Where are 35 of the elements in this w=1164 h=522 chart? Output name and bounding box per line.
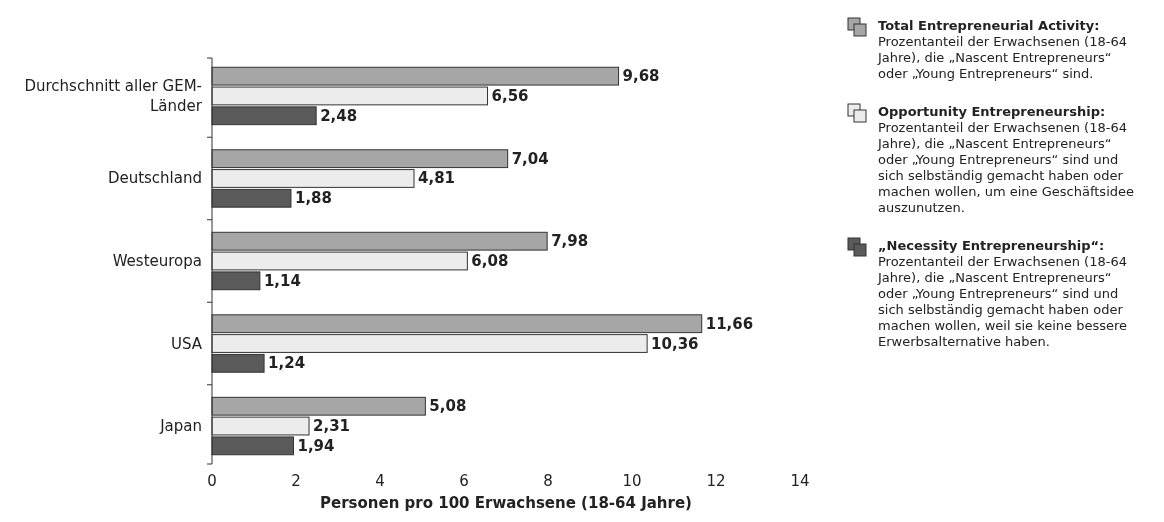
x-tick-label: 14 [790,472,810,490]
legend-label: Opportunity Entrepreneurship: [878,104,1106,119]
y-tick-label: Durchschnitt aller GEM-Länder [24,76,203,115]
legend-label: „Necessity Entrepreneurship“: [878,238,1105,253]
x-tick-label: 4 [375,472,385,490]
text: 2,48 [320,106,358,125]
y-tick-label: Westeuropa [112,252,202,270]
text: 2,31 [313,417,351,436]
y-tick-label: Japan [159,417,202,436]
text: Prozentanteil der Erwachsenen (18-64 Jahre), die „Nascent Entrepreneurs“ oder „Young Entrepreneurs“ sind und sich selbständig gemacht haben oder machen wollen, weil sie keine bessere Erwerbsalternative haben. [877,254,1128,349]
x-tick-label: 8 [543,472,553,490]
y-tick-label: USA [170,334,203,353]
text: Prozentanteil der Erwachsenen (18-64 Jahre), die „Nascent Entrepreneurs“ oder „Young Entrepreneurs“ sind und sich selbständig gemacht haben oder machen wollen, um eine Geschäftsidee auszunutzen. [877,120,1134,215]
legend-label: Total Entrepreneurial Activity: [878,18,1100,33]
text: 7,98 [551,232,589,251]
x-tick-label: 10 [622,472,642,490]
text: 9,68 [622,67,660,86]
text: 1,88 [294,189,332,208]
x-tick-label: 0 [207,472,217,490]
x-tick-label: 2 [291,472,301,490]
text: 10,36 [651,334,699,353]
text: 4,81 [418,169,456,188]
text: 7,04 [511,149,549,168]
x-axis-title: Personen pro 100 Erwachsene (18-64 Jahre) [320,494,692,512]
text: 1,94 [297,436,335,455]
text: 5,08 [429,397,467,416]
text: 1,14 [263,271,301,290]
x-tick-label: 12 [706,472,726,490]
text: 11,66 [705,314,754,333]
y-tick-label: Deutschland [107,169,202,188]
x-tick-label: 6 [459,472,469,490]
text: 1,24 [268,354,306,373]
text: 6,56 [491,86,529,105]
text: Prozentanteil der Erwachsenen (18-64 Jahre), die „Nascent Entrepreneurs“ oder „Young Entrepreneurs“ sind. [877,34,1127,81]
text: 6,08 [471,252,509,270]
